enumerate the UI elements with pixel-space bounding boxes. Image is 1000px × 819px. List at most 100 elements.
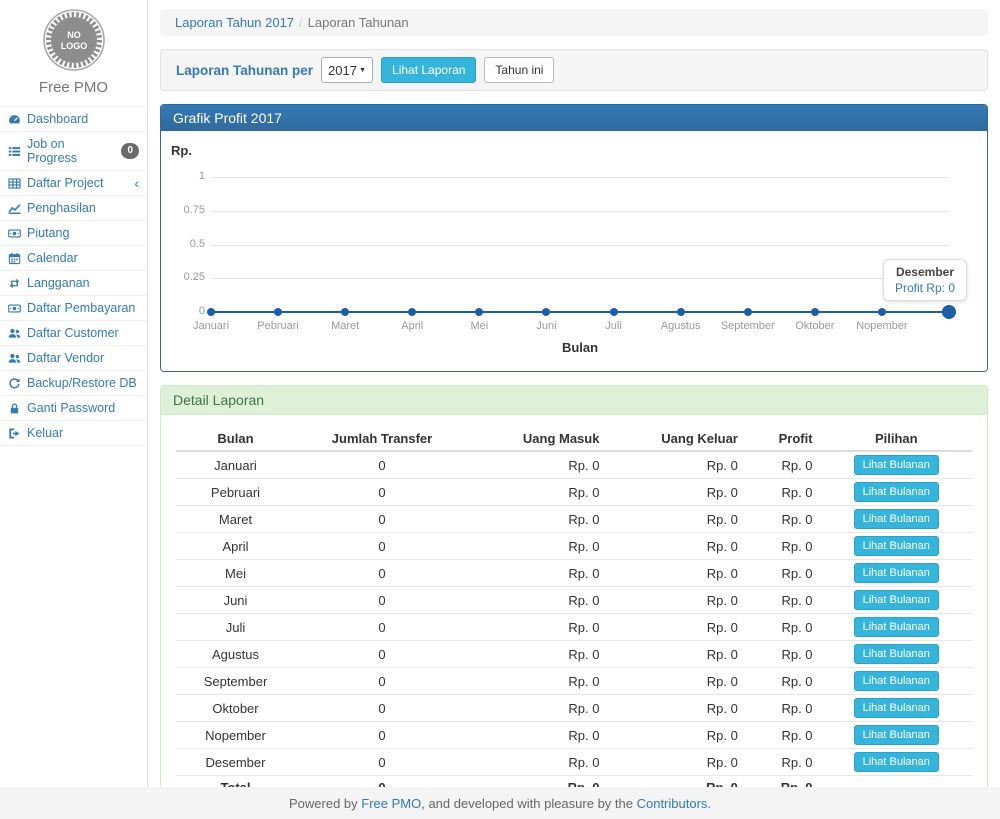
sidebar-item-dashboard[interactable]: Dashboard: [0, 107, 147, 132]
table-row: Oktober0Rp. 0Rp. 0Rp. 0Lihat Bulanan: [176, 695, 972, 722]
sidebar-item-label: Penghasilan: [27, 201, 96, 215]
sidebar-item-daftar-project[interactable]: Daftar Project‹: [0, 171, 147, 196]
sidebar-item-ganti-password[interactable]: Ganti Password: [0, 396, 147, 421]
logo-line-2: LOGO: [60, 41, 87, 51]
breadcrumb-link[interactable]: Laporan Tahun 2017: [175, 15, 294, 30]
cell-uang-keluar: Rp. 0: [607, 614, 745, 641]
chart-point-mei[interactable]: [475, 308, 483, 316]
cell-bulan: April: [176, 533, 295, 560]
sidebar-item-piutang[interactable]: Piutang: [0, 221, 147, 246]
lihat-bulanan-button[interactable]: Lihat Bulanan: [854, 482, 939, 502]
cell-profit: Rp. 0: [746, 695, 821, 722]
cell-bulan: Juni: [176, 587, 295, 614]
cell-uang-masuk: Rp. 0: [469, 614, 607, 641]
table-row: Juni0Rp. 0Rp. 0Rp. 0Lihat Bulanan: [176, 587, 972, 614]
chart-plot: Rp. Bulan Desember Profit Rp: 0 10.750.5…: [161, 131, 987, 371]
sidebar-item-backup-restore-db[interactable]: Backup/Restore DB: [0, 371, 147, 396]
lihat-bulanan-button[interactable]: Lihat Bulanan: [854, 698, 939, 718]
sidebar-item-daftar-customer[interactable]: Daftar Customer: [0, 321, 147, 346]
chart-point-september[interactable]: [744, 308, 752, 316]
lihat-bulanan-button[interactable]: Lihat Bulanan: [854, 725, 939, 745]
view-report-button[interactable]: Lihat Laporan: [381, 57, 476, 83]
lihat-bulanan-button[interactable]: Lihat Bulanan: [854, 752, 939, 772]
cell-pilihan: Lihat Bulanan: [821, 506, 972, 533]
sidebar-item-label: Ganti Password: [27, 401, 115, 415]
profit-chart-panel: Grafik Profit 2017 Rp. Bulan Desember Pr…: [160, 104, 988, 372]
footer-link-free-pmo[interactable]: Free PMO: [361, 796, 421, 811]
sidebar-item-label: Daftar Vendor: [27, 351, 104, 365]
cell-uang-keluar: Rp. 0: [607, 722, 745, 749]
logo-line-1: NO: [67, 30, 81, 40]
chart-point-maret[interactable]: [341, 308, 349, 316]
sidebar-item-calendar[interactable]: Calendar: [0, 246, 147, 271]
chart-point-agustus[interactable]: [677, 308, 685, 316]
cell-pilihan: Lihat Bulanan: [821, 668, 972, 695]
footer-link-contributors[interactable]: Contributors.: [637, 796, 711, 811]
lihat-bulanan-button[interactable]: Lihat Bulanan: [854, 563, 939, 583]
cell-pilihan: Lihat Bulanan: [821, 722, 972, 749]
sidebar-item-langganan[interactable]: Langganan: [0, 271, 147, 296]
chart-point-desember[interactable]: [942, 305, 956, 319]
cell-profit: Rp. 0: [746, 668, 821, 695]
lihat-bulanan-button[interactable]: Lihat Bulanan: [854, 671, 939, 691]
chart-y-tick-label: 1: [161, 170, 205, 182]
cell-pilihan: Lihat Bulanan: [821, 587, 972, 614]
lihat-bulanan-button[interactable]: Lihat Bulanan: [854, 644, 939, 664]
sidebar-item-label: Piutang: [27, 226, 69, 240]
lihat-bulanan-button[interactable]: Lihat Bulanan: [854, 617, 939, 637]
cell-jumlah-transfer: 0: [295, 614, 469, 641]
lihat-bulanan-button[interactable]: Lihat Bulanan: [854, 509, 939, 529]
chart-point-april[interactable]: [408, 308, 416, 316]
cell-bulan: Agustus: [176, 641, 295, 668]
lihat-bulanan-button[interactable]: Lihat Bulanan: [854, 590, 939, 610]
detail-panel-title: Detail Laporan: [161, 386, 987, 415]
sidebar-item-label: Daftar Customer: [27, 326, 119, 340]
money-icon: [7, 226, 21, 240]
chart-series-line: [211, 311, 949, 313]
this-year-button[interactable]: Tahun ini: [484, 57, 554, 83]
lihat-bulanan-button[interactable]: Lihat Bulanan: [854, 455, 939, 475]
cell-bulan: September: [176, 668, 295, 695]
cell-bulan: Oktober: [176, 695, 295, 722]
chevron-left-icon: ‹: [134, 178, 139, 188]
cell-profit: Rp. 0: [746, 587, 821, 614]
line-chart-icon: [7, 201, 21, 215]
chart-point-juli[interactable]: [610, 308, 618, 316]
chart-point-januari[interactable]: [207, 308, 215, 316]
cell-jumlah-transfer: 0: [295, 668, 469, 695]
table-row: Pebruari0Rp. 0Rp. 0Rp. 0Lihat Bulanan: [176, 479, 972, 506]
chart-point-oktober[interactable]: [811, 308, 819, 316]
chart-y-tick-label: 0.5: [161, 238, 205, 250]
lihat-bulanan-button[interactable]: Lihat Bulanan: [854, 536, 939, 556]
cell-uang-keluar: Rp. 0: [607, 587, 745, 614]
table-row: Maret0Rp. 0Rp. 0Rp. 0Lihat Bulanan: [176, 506, 972, 533]
sidebar-item-job-on-progress[interactable]: Job on Progress0: [0, 132, 147, 171]
year-select[interactable]: 2017 ▼: [321, 57, 373, 83]
cell-jumlah-transfer: 0: [295, 479, 469, 506]
select-caret-icon: ▼: [359, 67, 366, 74]
chart-point-juni[interactable]: [542, 308, 550, 316]
cell-uang-keluar: Rp. 0: [607, 668, 745, 695]
footer-text-middle: , and developed with pleasure by the: [421, 796, 636, 811]
column-header-uang-keluar: Uang Keluar: [607, 427, 745, 451]
cell-uang-masuk: Rp. 0: [469, 533, 607, 560]
breadcrumb: Laporan Tahun 2017/Laporan Tahunan: [160, 9, 988, 36]
table-row: Nopember0Rp. 0Rp. 0Rp. 0Lihat Bulanan: [176, 722, 972, 749]
cell-uang-masuk: Rp. 0: [469, 479, 607, 506]
cell-uang-keluar: Rp. 0: [607, 695, 745, 722]
sidebar-item-daftar-vendor[interactable]: Daftar Vendor: [0, 346, 147, 371]
footer-text-prefix: Powered by: [289, 796, 361, 811]
column-header-profit: Profit: [746, 427, 821, 451]
sidebar-item-keluar[interactable]: Keluar: [0, 421, 147, 446]
cell-profit: Rp. 0: [746, 614, 821, 641]
cell-profit: Rp. 0: [746, 641, 821, 668]
chart-point-pebruari[interactable]: [274, 308, 282, 316]
table-row: September0Rp. 0Rp. 0Rp. 0Lihat Bulanan: [176, 668, 972, 695]
year-select-value: 2017: [328, 63, 357, 78]
chart-point-nopember[interactable]: [878, 308, 886, 316]
cell-pilihan: Lihat Bulanan: [821, 479, 972, 506]
sidebar-item-penghasilan[interactable]: Penghasilan: [0, 196, 147, 221]
chart-tooltip-value: Profit Rp: 0: [895, 281, 955, 295]
column-header-bulan: Bulan: [176, 427, 295, 451]
sidebar-item-daftar-pembayaran[interactable]: Daftar Pembayaran: [0, 296, 147, 321]
